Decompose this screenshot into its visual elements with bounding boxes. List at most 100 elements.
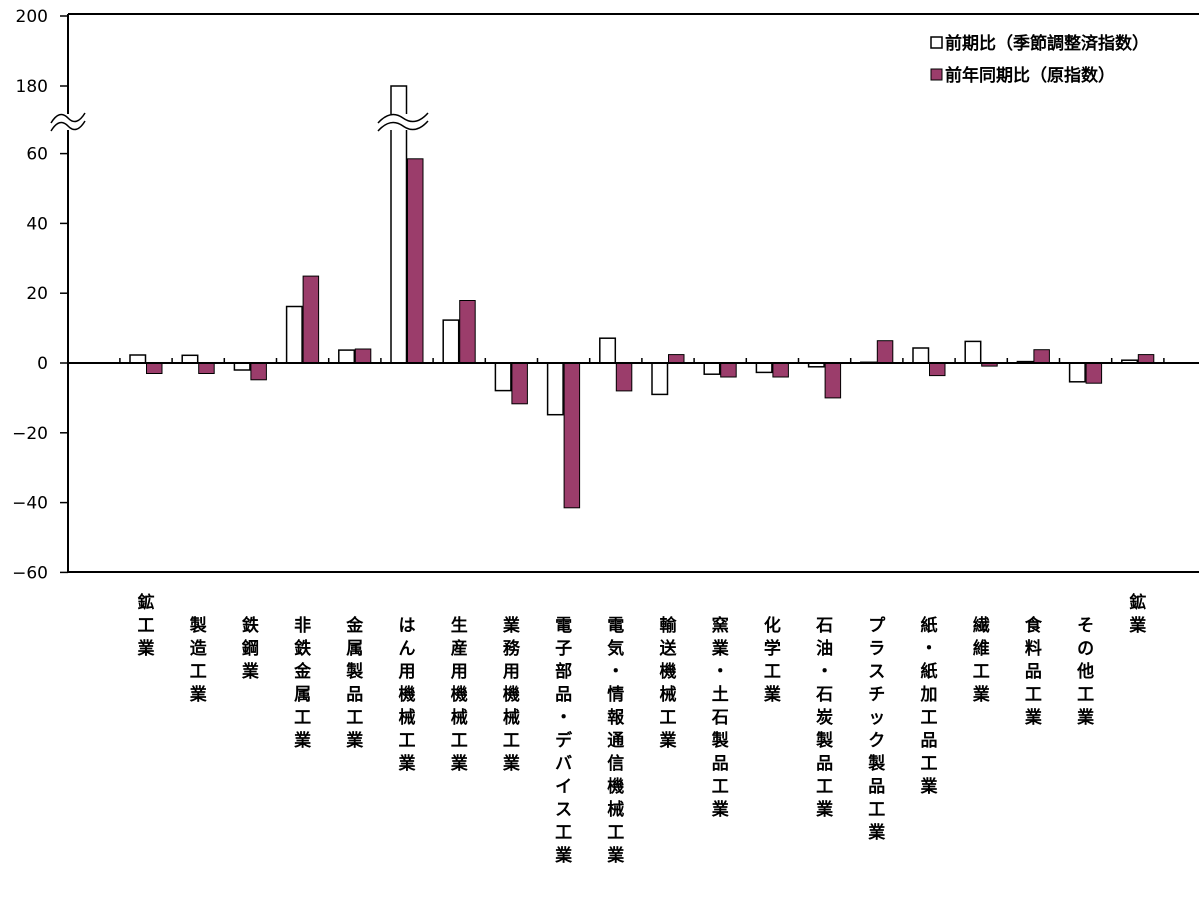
bar-series-2 (929, 362, 946, 377)
bar-break-icon (377, 112, 429, 132)
category-label-char: 工 (294, 708, 311, 728)
bar-series-1 (233, 362, 251, 371)
bar-series-2 (146, 362, 163, 374)
category-label-char: 油 (816, 638, 833, 659)
category-label-char: ん (399, 639, 416, 659)
category-label-char: 業 (503, 753, 520, 774)
category-label-char: ス (555, 800, 572, 820)
category-label-char: 製 (711, 730, 729, 751)
category-label-char: 業 (138, 638, 155, 659)
category-label-char: 造 (190, 639, 208, 659)
category-label-char: 鉄 (294, 638, 311, 659)
category-label-char: 業 (503, 615, 520, 636)
category-label-char: ・ (555, 708, 572, 728)
bar-series-1 (1068, 362, 1086, 383)
category-label-char: 工 (503, 731, 520, 751)
bar-series-2 (563, 362, 581, 509)
bar-series-2 (876, 340, 894, 364)
bar-series-1 (546, 362, 564, 416)
category-label-char: 製 (189, 615, 207, 636)
category-label-char: 工 (764, 662, 781, 682)
category-label-char: 通 (607, 731, 624, 751)
bar-series-2 (459, 300, 476, 364)
category-label-char: 部 (555, 661, 572, 682)
category-label-char: 業 (660, 730, 677, 751)
bar-series-2 (1085, 362, 1103, 384)
bar-series-2 (1033, 349, 1050, 364)
category-label-char: 鉄 (242, 615, 259, 636)
y-tick-label: 180 (16, 77, 48, 97)
category-label-char: 用 (451, 662, 468, 682)
category-label-char: 品 (555, 685, 572, 705)
bar-series-1 (755, 362, 773, 374)
category-label-char: ・ (607, 662, 624, 682)
category-label-char: 製 (867, 753, 885, 774)
category-label-char: 械 (503, 707, 520, 728)
category-label-char: 他 (1076, 661, 1094, 682)
category-label-char: バ (555, 754, 572, 774)
bar-series-2 (407, 158, 424, 364)
category-label-char: 気 (606, 638, 624, 659)
category-label-char: ・ (712, 662, 729, 682)
category-label-char: 信 (607, 753, 624, 774)
y-tick-label: 40 (26, 214, 48, 234)
axes (50, 13, 1199, 574)
category-label-char: 工 (660, 708, 677, 728)
y-tick-label: 200 (16, 7, 48, 27)
category-label-char: 食 (1025, 615, 1043, 636)
legend-swatch-series-2 (930, 68, 943, 81)
category-label-char: 業 (868, 822, 885, 843)
category-label-char: 電 (607, 616, 624, 636)
category-label-char: 業 (242, 661, 259, 682)
category-label-char: 石 (815, 616, 833, 636)
category-label-char: 生 (451, 615, 468, 636)
category-label-char: 業 (1025, 707, 1042, 728)
legend-swatch-series-1 (930, 36, 943, 49)
y-tick-label: 20 (26, 284, 48, 304)
bar-series-1 (129, 354, 147, 364)
category-label-char: 化 (764, 615, 781, 636)
category-label-char: 電 (555, 616, 572, 636)
category-label-char: そ (1077, 616, 1094, 636)
category-label-char: 紙 (921, 615, 938, 636)
category-label-char: 土 (712, 684, 729, 705)
category-label-char: 業 (346, 730, 363, 751)
category-label-char: 工 (868, 800, 885, 820)
category-label-char: 工 (1077, 685, 1094, 705)
category-label-char: 工 (190, 662, 207, 682)
category-label-char: デ (555, 730, 573, 751)
category-label-char: 鋼 (241, 638, 259, 659)
bar-series-1 (912, 347, 930, 364)
y-tick-label: −60 (12, 563, 48, 583)
category-label-char: 業 (190, 684, 207, 705)
bar-series-1 (599, 337, 617, 364)
bar-series-2 (354, 348, 372, 364)
category-label-char: 務 (503, 638, 521, 659)
legend-label-series-1: 前期比（季節調整済指数） (945, 33, 1149, 54)
category-label-char: 窯 (712, 615, 729, 636)
category-label-char: 工 (1025, 685, 1042, 705)
category-label-char: 機 (451, 684, 468, 705)
category-label-char: 機 (660, 661, 677, 682)
legend-label-series-2: 前年同期比（原指数） (945, 65, 1115, 86)
category-label-char: 金 (293, 661, 312, 682)
category-label-char: の (1077, 639, 1094, 659)
legend: 前期比（季節調整済指数） 前年同期比（原指数） (930, 33, 1149, 86)
category-label-char: 業 (1077, 707, 1094, 728)
category-label-char: 工 (816, 777, 833, 797)
category-label-char: 業 (712, 799, 729, 820)
bar-series-2 (198, 362, 215, 374)
y-tick-label: −40 (12, 494, 48, 514)
category-label-char: 送 (660, 638, 678, 659)
category-label-char: ・ (921, 639, 938, 659)
bars (129, 85, 1155, 509)
category-label-char: 情 (607, 684, 624, 705)
bar-series-2 (1137, 354, 1155, 364)
category-label-char: 械 (607, 799, 624, 820)
category-label-char: 産 (451, 638, 468, 659)
category-label-char: ッ (868, 708, 885, 728)
category-label-char: 報 (607, 707, 625, 728)
category-label-char: 石 (815, 685, 833, 705)
category-label-char: 工 (921, 708, 938, 728)
